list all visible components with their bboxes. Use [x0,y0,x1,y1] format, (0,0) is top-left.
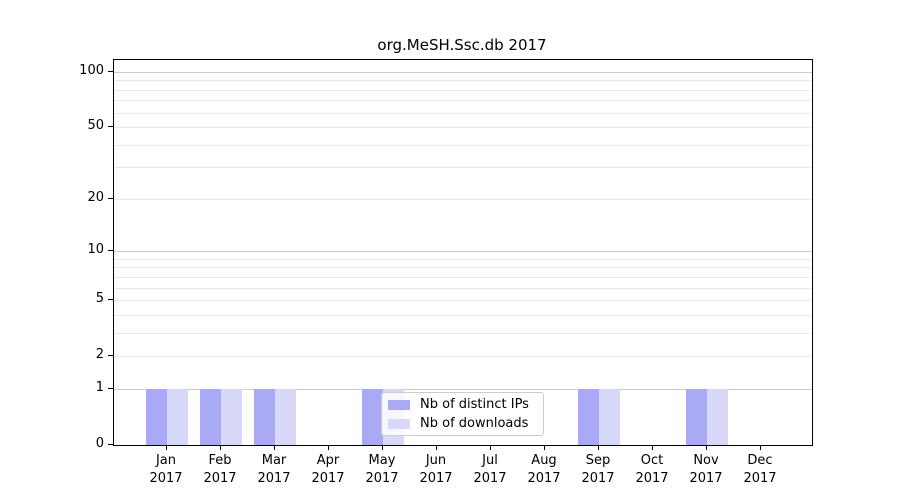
y-tick-label: 2 [95,347,104,362]
gridline-minor [114,80,812,81]
x-tick-mark [274,445,275,450]
gridline-minor [114,300,812,301]
x-tick-label: Mar 2017 [257,453,291,486]
x-tick-label: Jun 2017 [419,453,453,486]
bar-downloads [221,389,242,445]
bar-downloads [599,389,620,445]
x-tick-label: Sep 2017 [581,453,615,486]
gridline-minor [114,288,812,289]
gridline-minor [114,113,812,114]
y-tick-mark [108,299,113,300]
y-tick-label: 100 [79,63,104,78]
x-tick-mark [490,445,491,450]
x-tick-mark [166,445,167,450]
chart-title: org.MeSH.Ssc.db 2017 [377,36,547,54]
y-tick-mark [108,388,113,389]
y-tick-mark [108,126,113,127]
gridline-major [114,72,812,73]
gridline-major [114,251,812,252]
gridline-minor [114,167,812,168]
y-tick-label: 50 [87,118,104,133]
legend-swatch-distinct-ips [388,399,410,410]
gridline-minor [114,315,812,316]
y-tick-mark [108,71,113,72]
bar-distinct-ips [254,389,275,445]
gridline-major [114,389,812,390]
gridline-minor [114,267,812,268]
y-tick-label: 5 [95,291,104,306]
x-tick-mark [436,445,437,450]
y-tick-mark [108,355,113,356]
gridline-minor [114,356,812,357]
bar-downloads [167,389,188,445]
bar-distinct-ips [200,389,221,445]
bar-downloads [707,389,728,445]
bar-layer [114,60,812,445]
legend-swatch-downloads [388,418,410,429]
gridline-minor [114,199,812,200]
x-tick-mark [382,445,383,450]
legend-label-downloads: Nb of downloads [420,416,529,431]
gridline-minor [114,100,812,101]
y-tick-label: 0 [95,436,104,451]
bar-distinct-ips [362,389,383,445]
gridline-minor [114,127,812,128]
x-tick-label: Dec 2017 [743,453,777,486]
x-tick-label: Oct 2017 [635,453,669,486]
y-tick-mark [108,198,113,199]
x-tick-label: Nov 2017 [689,453,723,486]
x-tick-label: May 2017 [365,453,399,486]
y-tick-label: 20 [87,190,104,205]
x-tick-mark [328,445,329,450]
x-tick-mark [220,445,221,450]
gridline-minor [114,259,812,260]
bar-distinct-ips [146,389,167,445]
y-tick-mark [108,444,113,445]
legend-label-distinct-ips: Nb of distinct IPs [420,397,529,412]
y-tick-mark [108,250,113,251]
bar-distinct-ips [578,389,599,445]
gridline-minor [114,90,812,91]
x-tick-mark [706,445,707,450]
x-tick-mark [598,445,599,450]
plot-area: Nb of distinct IPs Nb of downloads [113,59,813,446]
gridline-layer [114,60,812,445]
gridline-minor [114,145,812,146]
x-tick-label: Aug 2017 [527,453,561,486]
x-tick-mark [652,445,653,450]
gridline-minor [114,277,812,278]
x-tick-label: Apr 2017 [311,453,345,486]
legend: Nb of distinct IPs Nb of downloads [381,392,544,436]
legend-item-distinct-ips: Nb of distinct IPs [388,397,543,412]
gridline-minor [114,333,812,334]
y-tick-label: 1 [95,380,104,395]
x-tick-label: Jul 2017 [473,453,507,486]
x-tick-label: Jan 2017 [149,453,183,486]
legend-item-downloads: Nb of downloads [388,416,543,431]
x-tick-mark [760,445,761,450]
y-tick-label: 10 [87,242,104,257]
bar-distinct-ips [686,389,707,445]
bar-downloads [275,389,296,445]
x-tick-label: Feb 2017 [203,453,237,486]
x-tick-mark [544,445,545,450]
